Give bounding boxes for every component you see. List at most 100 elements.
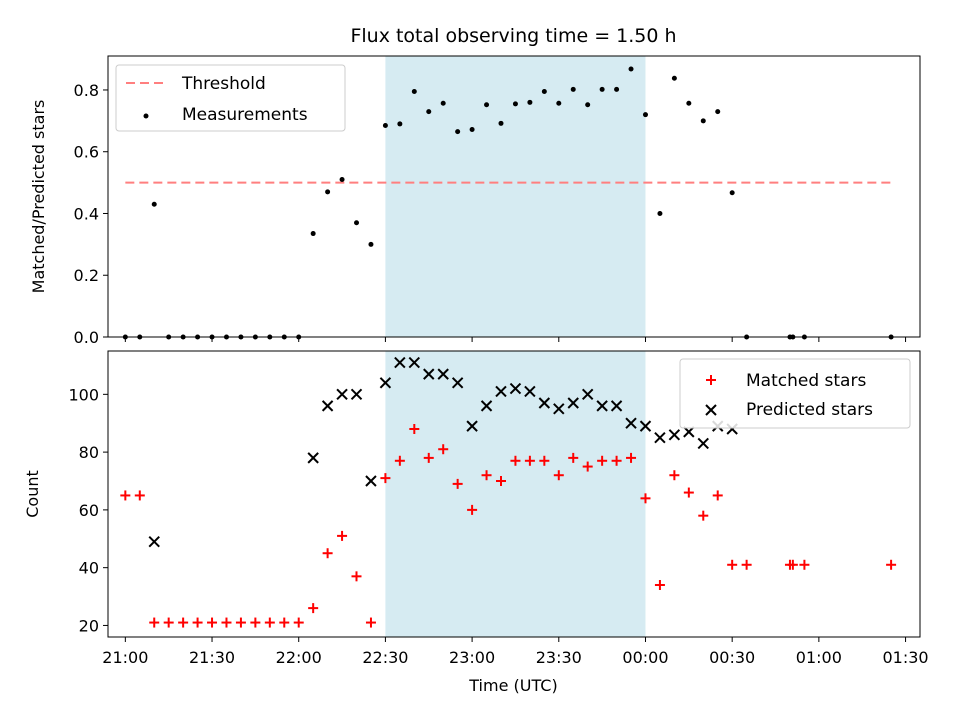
matched-star-point (134, 490, 145, 501)
matched-star-point (279, 617, 290, 628)
predicted-star-point (581, 388, 594, 401)
predicted-star-point (553, 403, 565, 415)
measurement-point (556, 100, 562, 106)
matched-star-point (235, 617, 246, 628)
predicted-star-point (451, 377, 464, 389)
predicted-star-point (524, 385, 536, 398)
x-tick-label: 22:30 (362, 648, 408, 667)
measurement-point (686, 100, 692, 106)
legend-threshold-label: Threshold (181, 74, 266, 94)
top-panel: 0.00.20.40.60.8 Matched/Predicted stars … (29, 55, 921, 347)
predicted-star-point (423, 368, 435, 380)
matched-star-point (293, 617, 304, 628)
matched-star-point (510, 455, 521, 466)
top-y-tick-label: 0.6 (74, 143, 99, 162)
matched-star-point (452, 478, 463, 489)
predicted-star-point (495, 385, 507, 398)
predicted-star-point (654, 431, 666, 444)
predicted-star-point (394, 356, 406, 369)
legend-measurements-swatch (143, 113, 149, 119)
predicted-star-point (350, 388, 363, 401)
matched-star-point (799, 559, 810, 570)
measurement-point (599, 86, 605, 92)
measurement-point (484, 102, 490, 108)
matched-star-point (698, 510, 709, 521)
chart-title: Flux total observing time = 1.50 h (350, 25, 676, 47)
matched-star-point (264, 617, 275, 628)
matched-star-point (178, 617, 189, 628)
x-tick-label: 23:30 (536, 648, 582, 667)
x-tick-label: 22:00 (276, 648, 322, 667)
measurement-point (354, 220, 360, 226)
legend-matched-swatch (706, 375, 716, 385)
top-shaded-region (385, 56, 646, 337)
matched-star-point (539, 455, 550, 466)
bottom-y-axis-label: Count (23, 470, 42, 518)
x-tick-label: 01:00 (796, 648, 842, 667)
predicted-star-point (408, 356, 421, 369)
x-tick-label: 21:00 (102, 648, 148, 667)
predicted-star-point (509, 382, 522, 395)
predicted-star-point (365, 475, 377, 487)
legend-predicted-label: Predicted stars (746, 400, 873, 420)
matched-star-point (640, 493, 651, 504)
top-y-tick-label: 0.0 (74, 328, 99, 347)
matched-star-point (380, 473, 391, 484)
predicted-star-point (596, 400, 608, 412)
matched-star-point (221, 617, 232, 628)
top-y-tick-label: 0.4 (74, 204, 99, 223)
predicted-star-point (538, 397, 551, 409)
top-legend-box (115, 64, 346, 132)
predicted-star-point (336, 388, 348, 401)
top-y-axis-label: Matched/Predicted stars (29, 100, 48, 294)
predicted-star-point (625, 417, 637, 429)
predicted-marker (705, 404, 717, 416)
predicted-star-point (437, 368, 449, 380)
matched-star-point (683, 487, 694, 498)
measurement-point (585, 102, 591, 108)
matched-star-point (322, 548, 333, 559)
legend-predicted-swatch (705, 404, 717, 416)
top-legend: Threshold Measurements (115, 64, 346, 132)
measurement-point (715, 109, 721, 115)
matched-star-point (626, 452, 637, 463)
measurement-point (657, 210, 663, 216)
matched-star-point (727, 559, 738, 570)
bottom-panel: 21:00 21:30 22:00 22:30 23:00 23:30 00:00 00:30… (23, 350, 929, 695)
measurement-point (541, 89, 547, 95)
x-tick-label: 00:00 (622, 648, 668, 667)
bottom-plot-frame (107, 350, 921, 638)
top-y-tick-label: 0.2 (74, 266, 99, 285)
predicted-star-point (683, 426, 695, 438)
x-axis-label: Time (UTC) (468, 676, 557, 695)
predicted-star-point (307, 452, 319, 464)
matched-star-point (467, 504, 478, 515)
matched-star-point (582, 461, 593, 472)
measurement-point (411, 89, 417, 95)
matched-star-point (669, 470, 680, 481)
measurement-point (729, 190, 735, 196)
measurement-point (310, 231, 316, 237)
predicted-star-point (466, 420, 478, 432)
measurement-point (368, 241, 374, 247)
bottom-y-tick-label: 100 (68, 385, 99, 404)
matched-star-point (481, 470, 492, 481)
matched-star-point (524, 455, 535, 466)
measurement-point (440, 100, 446, 106)
measurement-point (671, 75, 677, 81)
predicted-star-point (567, 397, 579, 409)
bottom-y-tick-label: 60 (79, 501, 99, 520)
predicted-star-point (379, 377, 392, 389)
measurement-point (628, 66, 634, 72)
x-tick-label: 21:30 (189, 648, 235, 667)
x-tick-label: 01:30 (882, 648, 928, 667)
measurement-point (642, 112, 648, 118)
matched-star-point (308, 603, 319, 614)
matched-star-point (654, 580, 665, 590)
measurement-point (512, 101, 518, 107)
matched-star-point (207, 617, 218, 628)
bottom-y-tick-label: 80 (79, 443, 99, 462)
top-y-tick-label: 0.8 (74, 81, 99, 100)
matched-marker (706, 375, 716, 385)
